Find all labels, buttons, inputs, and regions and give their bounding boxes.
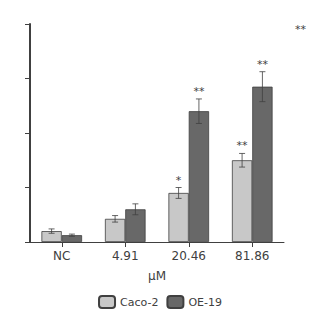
svg-text:NC: NC bbox=[53, 249, 70, 263]
svg-text:**: ** bbox=[257, 58, 269, 71]
svg-text:**: ** bbox=[295, 23, 307, 36]
svg-text:OE-19: OE-19 bbox=[188, 296, 222, 309]
svg-text:**: ** bbox=[193, 85, 205, 98]
svg-text:20.46: 20.46 bbox=[172, 249, 206, 263]
svg-text:4.91: 4.91 bbox=[112, 249, 139, 263]
svg-text:μM: μM bbox=[148, 269, 166, 283]
svg-text:Caco-2: Caco-2 bbox=[120, 296, 158, 309]
svg-text:*: * bbox=[176, 174, 182, 187]
svg-text:81.86: 81.86 bbox=[235, 249, 269, 263]
svg-text:**: ** bbox=[237, 139, 249, 152]
